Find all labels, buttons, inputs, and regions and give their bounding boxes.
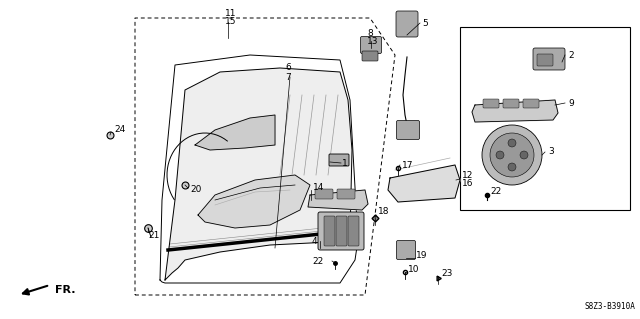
Circle shape	[508, 163, 516, 171]
Polygon shape	[388, 165, 460, 202]
Polygon shape	[472, 100, 558, 122]
FancyBboxPatch shape	[503, 99, 519, 108]
Polygon shape	[165, 68, 352, 280]
Polygon shape	[195, 115, 275, 150]
Text: S8Z3-B3910A: S8Z3-B3910A	[584, 302, 635, 311]
Text: 7: 7	[285, 72, 291, 81]
FancyBboxPatch shape	[537, 54, 553, 66]
Text: 12: 12	[462, 170, 474, 180]
Text: 20: 20	[190, 186, 202, 195]
Text: 5: 5	[422, 19, 428, 27]
Text: 15: 15	[225, 18, 237, 26]
Polygon shape	[198, 175, 310, 228]
Text: 3: 3	[548, 147, 554, 157]
Text: 17: 17	[402, 160, 413, 169]
Circle shape	[508, 139, 516, 147]
Polygon shape	[308, 190, 368, 210]
Text: 4: 4	[312, 236, 317, 246]
FancyBboxPatch shape	[324, 216, 335, 246]
FancyBboxPatch shape	[396, 11, 418, 37]
FancyBboxPatch shape	[336, 216, 347, 246]
FancyBboxPatch shape	[483, 99, 499, 108]
FancyBboxPatch shape	[397, 241, 415, 259]
Text: 22: 22	[490, 188, 501, 197]
Text: 1: 1	[342, 159, 348, 167]
Text: 8: 8	[367, 28, 372, 38]
Text: 10: 10	[408, 265, 419, 275]
Text: 19: 19	[416, 250, 428, 259]
Text: 22: 22	[312, 256, 323, 265]
Circle shape	[496, 151, 504, 159]
Bar	[460, 27, 630, 210]
Text: 11: 11	[225, 9, 237, 18]
Text: 6: 6	[285, 63, 291, 72]
Text: 21: 21	[148, 231, 159, 240]
FancyBboxPatch shape	[533, 48, 565, 70]
Circle shape	[490, 133, 534, 177]
Text: 9: 9	[568, 99, 573, 108]
FancyBboxPatch shape	[362, 51, 378, 61]
Text: 2: 2	[568, 50, 573, 60]
Text: FR.: FR.	[55, 285, 76, 295]
FancyBboxPatch shape	[315, 189, 333, 199]
Text: 16: 16	[462, 179, 474, 188]
Text: 18: 18	[378, 207, 390, 217]
FancyBboxPatch shape	[523, 99, 539, 108]
FancyBboxPatch shape	[360, 36, 381, 54]
Circle shape	[482, 125, 542, 185]
Text: 23: 23	[441, 270, 452, 278]
FancyBboxPatch shape	[348, 216, 359, 246]
FancyBboxPatch shape	[329, 154, 349, 166]
Text: 24: 24	[114, 125, 125, 135]
FancyBboxPatch shape	[337, 189, 355, 199]
Circle shape	[520, 151, 528, 159]
Text: 13: 13	[367, 36, 378, 46]
FancyBboxPatch shape	[397, 121, 419, 139]
FancyBboxPatch shape	[318, 212, 364, 250]
Text: 14: 14	[313, 183, 324, 192]
